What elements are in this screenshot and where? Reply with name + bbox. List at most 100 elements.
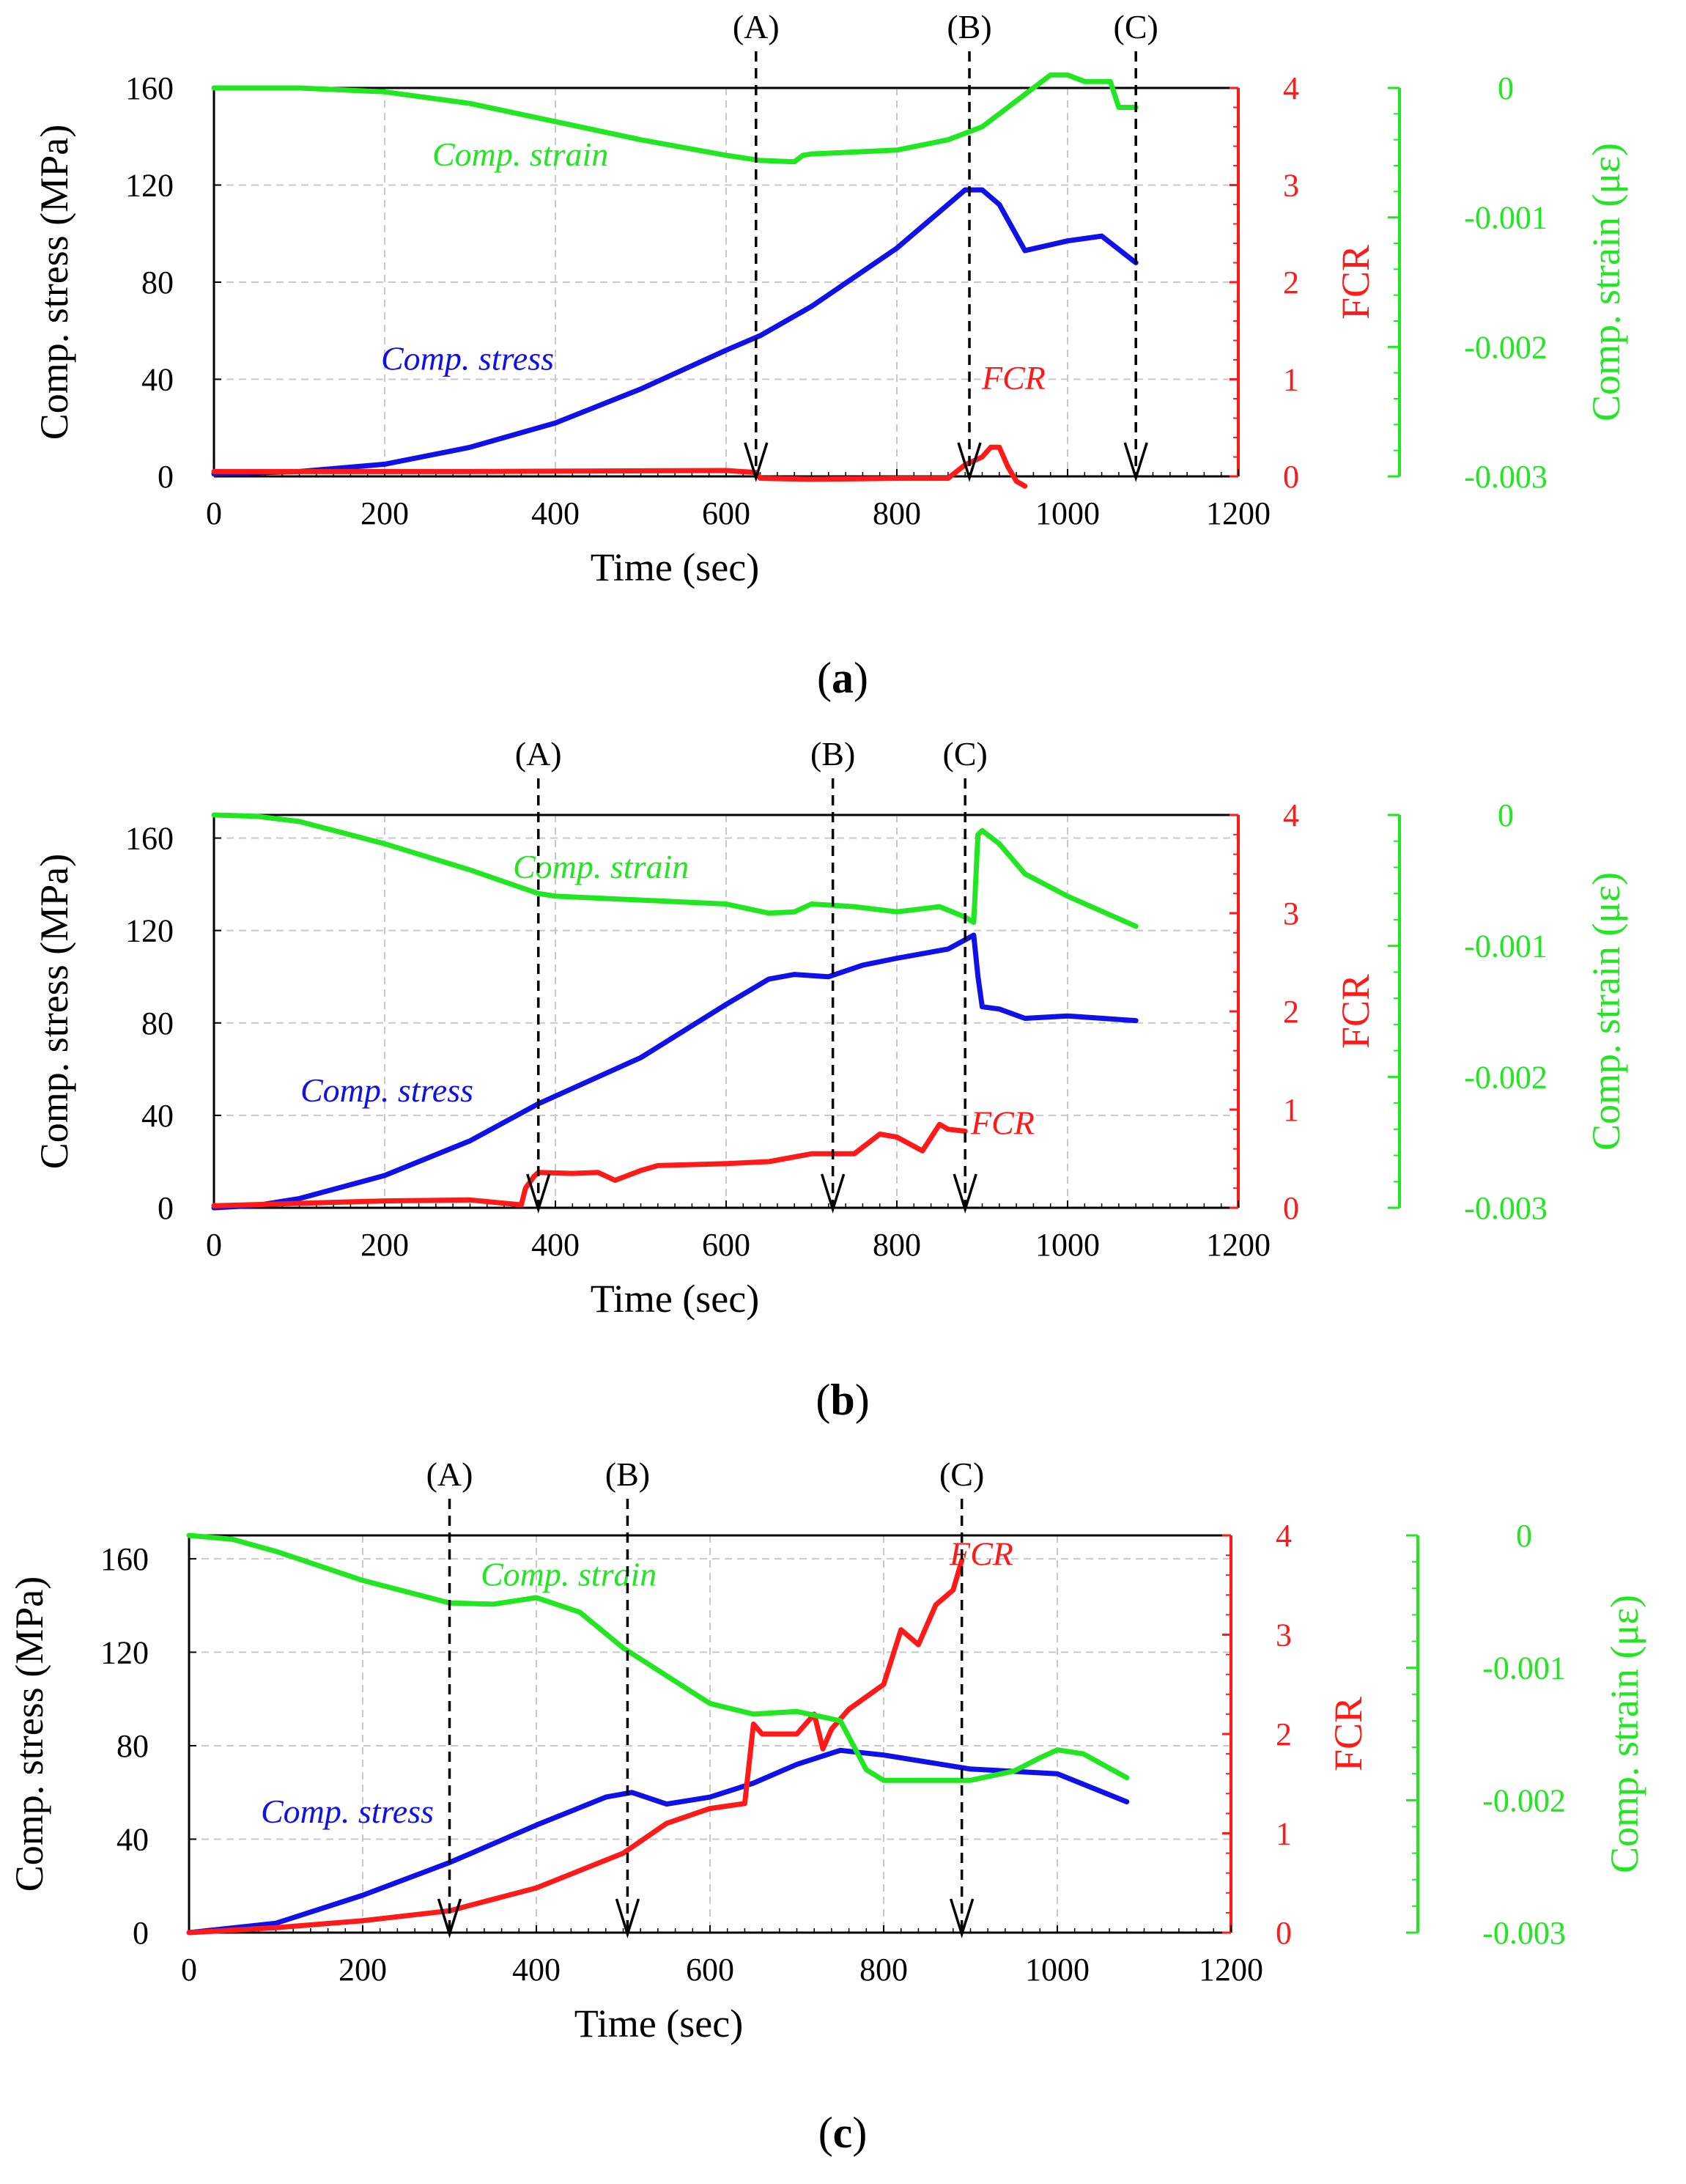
x-axis-title: Time (sec) [591,1277,759,1321]
y3-tick-label: -0.002 [1464,1059,1548,1095]
caption-close: ) [854,654,868,702]
series-label-fcr: FCR [970,1104,1035,1142]
x-tick-label: 1000 [1035,495,1100,531]
caption-close: ) [852,2109,867,2157]
marker-label: (A) [426,1456,473,1493]
series-line-comp-stress [211,932,1139,1211]
marker-label: (B) [947,8,991,45]
y2-tick-label: 3 [1276,1617,1292,1653]
caption-close: ) [855,1376,870,1424]
x-tick-label: 400 [531,1227,580,1263]
series-label-comp-strain: Comp. strain [481,1556,657,1593]
y2-axis-title: FCR [1326,1697,1370,1771]
y2-tick-label: 0 [1283,1190,1299,1226]
caption-open: ( [816,1376,830,1424]
y2-tick-label: 1 [1276,1816,1292,1852]
y-tick-label: 80 [141,265,174,300]
panel-caption: (b) [816,1376,869,1424]
chart-panel-a: 0 200 400 600 800 1000 1200 0 40 80 120 160 0 1 2 3 4 -0.… [32,8,1628,702]
y2-tick-label: 4 [1276,1518,1292,1554]
y3-tick-label: -0.001 [1464,200,1548,236]
x-tick-label: 800 [873,495,921,531]
series-line-comp-strain [211,72,1139,165]
series-label-comp-strain: Comp. strain [513,848,689,885]
y-tick-label: 160 [125,70,174,106]
x-tick-label: 0 [206,1227,222,1263]
y2-tick-label: 1 [1283,362,1299,398]
caption-open: ( [818,2109,833,2157]
series-line-comp-strain [211,812,1139,929]
y3-tick-label: -0.002 [1482,1782,1566,1818]
chart-panel-b: 0 200 400 600 800 1000 1200 0 40 80 120 160 0 1 2 3 4 -0.… [32,735,1628,1424]
x-tick-label: 0 [181,1952,197,1988]
y-tick-label: 80 [141,1006,174,1041]
y-tick-label: 0 [133,1915,149,1951]
chart-panel-c: 0 200 400 600 800 1000 1200 0 40 80 120 160 0 1 2 3 4 -0.… [7,1456,1646,2157]
caption-label: a [832,654,854,702]
y2-tick-label: 0 [1276,1915,1292,1951]
y2-tick-label: 2 [1283,265,1299,300]
panel-caption: (c) [818,2109,868,2157]
y-tick-label: 0 [158,459,174,495]
x-tick-label: 400 [512,1952,561,1988]
y3-axis-title: Comp. strain (με) [1584,872,1628,1151]
series-label-comp-stress: Comp. stress [381,339,554,377]
marker-arrow [953,1173,977,1214]
series-label-comp-stress: Comp. stress [261,1793,434,1830]
marker-label: (C) [1114,8,1158,45]
series-line-fcr [211,444,1028,489]
marker-arrow [744,442,769,482]
caption-label: c [833,2109,853,2157]
series-label-fcr: FCR [949,1535,1013,1573]
x-tick-label: 600 [686,1952,734,1988]
y3-axis-title: Comp. strain (με) [1602,1595,1646,1873]
y-tick-label: 120 [125,913,174,949]
y2-axis-title: FCR [1334,245,1378,320]
series-line-comp-strain [186,1532,1130,1783]
x-tick-label: 1200 [1199,1952,1263,1988]
x-tick-label: 800 [859,1952,908,1988]
x-tick-label: 0 [206,495,222,531]
x-axis-title: Time (sec) [591,545,759,589]
y3-tick-label: -0.001 [1464,929,1548,964]
y2-tick-label: 2 [1283,994,1299,1030]
y-tick-label: 40 [117,1821,149,1857]
y-tick-label: 0 [158,1190,174,1226]
marker-label: (A) [515,735,562,772]
x-tick-label: 200 [361,1227,409,1263]
marker-arrow [1123,442,1148,482]
x-tick-label: 600 [702,1227,750,1263]
y-tick-label: 160 [125,821,174,857]
series-line-fcr [186,1557,965,1936]
y2-tick-label: 4 [1283,797,1299,833]
marker-label: (B) [810,735,855,772]
y2-tick-label: 0 [1283,459,1299,495]
series-line-fcr [211,1121,968,1209]
caption-open: ( [817,654,832,702]
marker-arrow [949,1898,975,1938]
y2-tick-label: 2 [1276,1716,1292,1752]
marker-arrow [820,1173,846,1214]
caption-label: b [830,1376,854,1424]
y-tick-label: 40 [141,1098,174,1134]
y-tick-label: 120 [125,168,174,204]
y-tick-label: 40 [141,362,174,398]
x-axis-title: Time (sec) [574,2002,743,2045]
y2-tick-label: 3 [1283,168,1299,204]
y3-axis-title: Comp. strain (με) [1584,143,1628,421]
y-axis-title: Comp. stress (MPa) [32,854,76,1170]
series-label-fcr: FCR [981,359,1046,396]
y2-tick-label: 1 [1283,1092,1299,1128]
x-tick-label: 800 [873,1227,921,1263]
x-tick-label: 600 [702,495,750,531]
marker-label: (C) [943,735,988,772]
y3-tick-label: -0.003 [1482,1915,1566,1951]
series-label-comp-strain: Comp. strain [432,136,608,173]
marker-arrow [526,1173,551,1214]
y2-axis-title: FCR [1334,974,1378,1049]
y2-tick-label: 3 [1283,896,1299,931]
marker-arrow [957,442,982,482]
x-tick-label: 1200 [1206,1227,1271,1263]
y3-tick-label: -0.002 [1464,329,1548,365]
